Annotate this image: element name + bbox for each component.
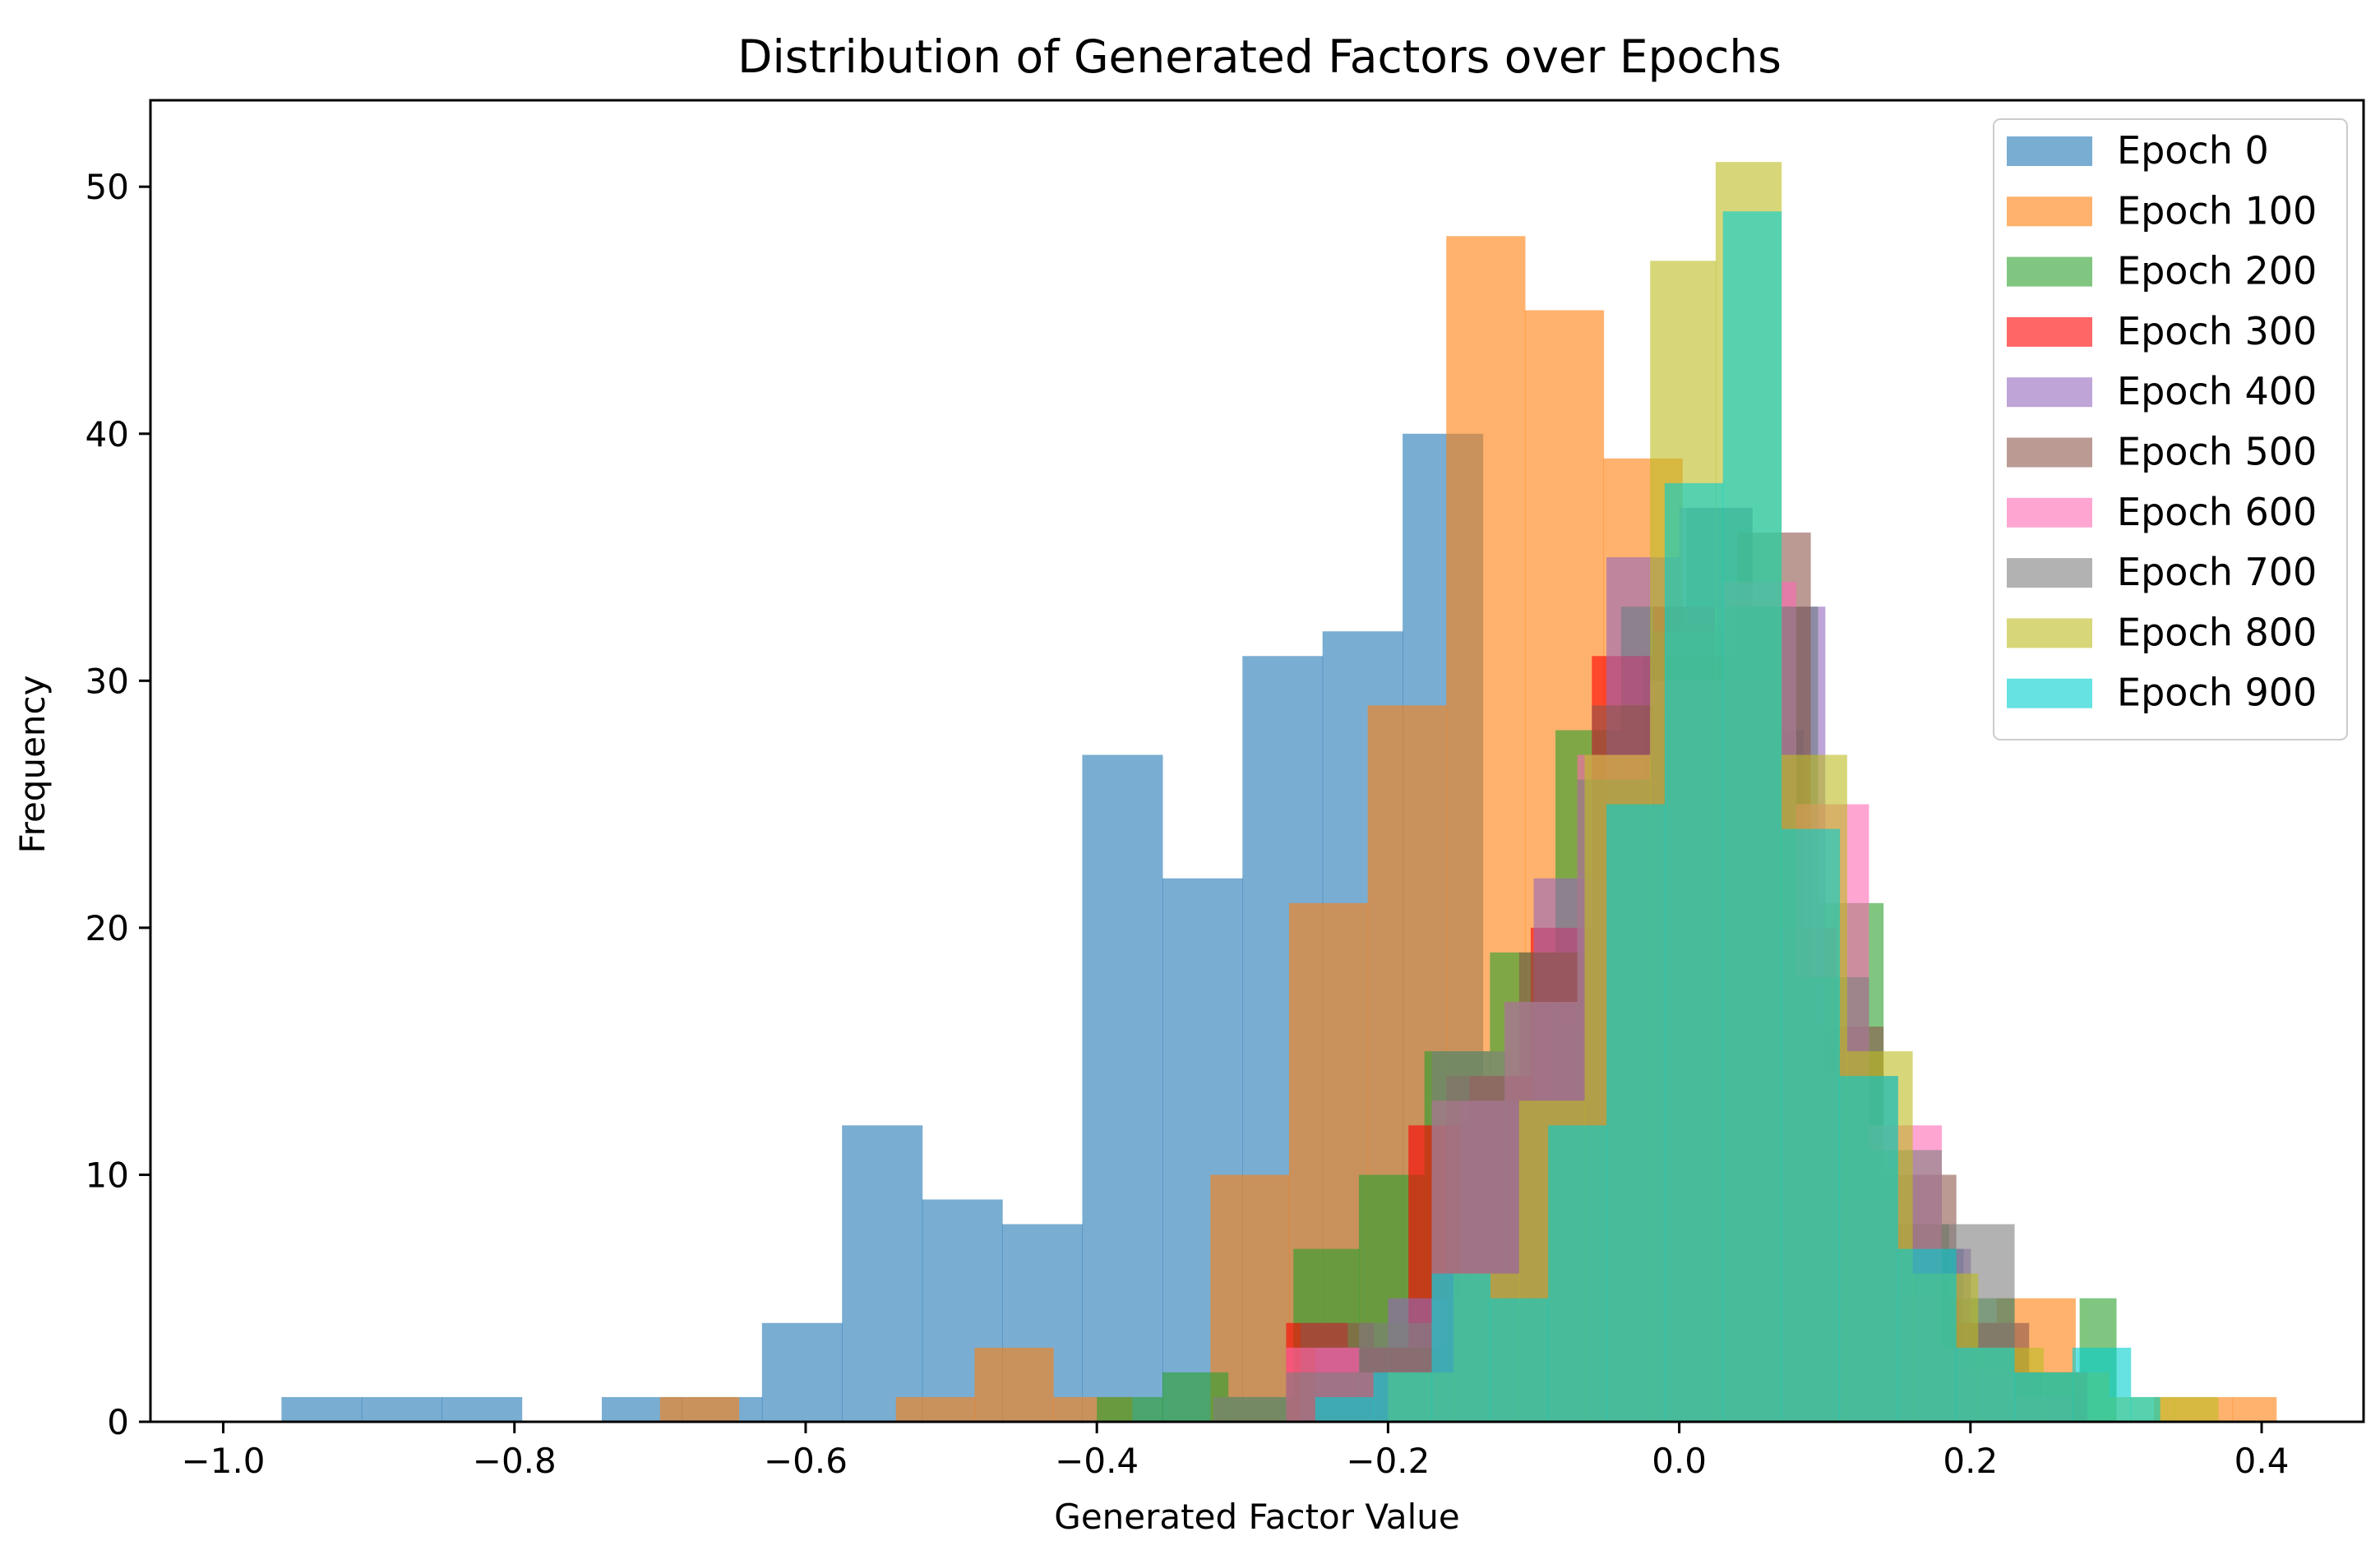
legend-swatch <box>2007 618 2092 648</box>
histogram-bar <box>441 1396 523 1422</box>
histogram-bar <box>2174 1396 2219 1422</box>
legend: Epoch 0 Epoch 100 Epoch 200 Epoch 300 Epoch … <box>1993 118 2348 740</box>
x-tick-label: −0.2 <box>1346 1441 1430 1481</box>
legend-item: Epoch 600 <box>2007 490 2317 534</box>
legend-swatch <box>2007 136 2092 166</box>
y-tick-label: 20 <box>85 908 129 948</box>
histogram-bar <box>1664 482 1724 1422</box>
histogram-bar <box>659 1396 740 1422</box>
histogram-bar <box>1490 1298 1549 1422</box>
histogram-bar <box>842 1125 923 1422</box>
x-tick-label: −0.4 <box>1055 1441 1139 1481</box>
legend-label: Epoch 500 <box>2117 430 2317 474</box>
legend-swatch <box>2007 256 2092 287</box>
histogram-bar <box>1213 1396 1287 1422</box>
x-tick-label: 0.4 <box>2234 1441 2290 1481</box>
legend-swatch <box>2007 377 2092 408</box>
legend-label: Epoch 700 <box>2117 550 2317 594</box>
series-epoch-900 <box>1315 211 2160 1422</box>
x-axis-label: Generated Factor Value <box>1054 1497 1459 1537</box>
x-tick-label: −0.6 <box>764 1441 848 1481</box>
legend-label: Epoch 900 <box>2117 671 2317 715</box>
legend-swatch <box>2007 316 2092 347</box>
legend-label: Epoch 300 <box>2117 309 2317 353</box>
histogram-bar <box>1606 804 1666 1422</box>
histogram-bar <box>974 1347 1054 1422</box>
histogram-bar <box>1315 1396 1375 1422</box>
legend-swatch <box>2007 558 2092 588</box>
histogram-bar <box>1722 211 1782 1422</box>
histogram-bar <box>361 1396 442 1422</box>
y-tick-label: 10 <box>85 1155 129 1195</box>
chart-title: Distribution of Generated Factors over E… <box>737 30 1782 83</box>
legend-swatch <box>2007 196 2092 227</box>
legend-swatch <box>2007 437 2092 468</box>
x-tick-label: −0.8 <box>473 1441 557 1481</box>
x-axis-ticks: −1.0 −0.8 −0.6 −0.4 −0.2 0.0 0.2 0.4 <box>182 1422 2290 1481</box>
y-tick-label: 40 <box>85 414 129 454</box>
legend-item: Epoch 0 <box>2007 128 2269 173</box>
legend-item: Epoch 500 <box>2007 430 2317 474</box>
histogram-bar <box>2013 1372 2073 1422</box>
plot-frame <box>149 99 2365 1423</box>
y-axis-label: Frequency <box>12 676 53 854</box>
histogram-bar <box>1897 1248 1957 1422</box>
legend-item: Epoch 100 <box>2007 188 2317 233</box>
histogram-bars <box>281 162 2277 1423</box>
histogram-bar <box>1373 1372 1433 1422</box>
histogram-bar <box>1956 1347 2015 1422</box>
legend-item: Epoch 800 <box>2007 610 2317 654</box>
legend-label: Epoch 100 <box>2117 188 2317 233</box>
legend-swatch <box>2007 497 2092 528</box>
legend-item: Epoch 300 <box>2007 309 2317 353</box>
y-tick-label: 0 <box>107 1402 129 1442</box>
histogram-bar <box>1082 754 1163 1422</box>
x-tick-label: 0.0 <box>1652 1441 1707 1481</box>
legend-label: Epoch 600 <box>2117 490 2317 534</box>
histogram-bar <box>761 1322 843 1422</box>
legend-item: Epoch 200 <box>2007 249 2317 293</box>
legend-label: Epoch 800 <box>2117 610 2317 654</box>
y-axis-ticks: 0 10 20 30 40 50 <box>85 167 150 1442</box>
histogram-bar <box>2232 1396 2277 1422</box>
y-tick-label: 30 <box>85 661 129 701</box>
histogram-bar <box>2072 1347 2132 1422</box>
x-tick-label: 0.2 <box>1943 1441 1998 1481</box>
x-tick-label: −1.0 <box>182 1441 266 1481</box>
legend-label: Epoch 200 <box>2117 249 2317 293</box>
legend-item: Epoch 900 <box>2007 671 2317 715</box>
legend-label: Epoch 0 <box>2117 128 2269 173</box>
legend-label: Epoch 400 <box>2117 369 2317 413</box>
legend-item: Epoch 400 <box>2007 369 2317 413</box>
legend-item: Epoch 700 <box>2007 550 2317 594</box>
histogram-bar <box>1097 1396 1163 1422</box>
histogram-bar <box>281 1396 363 1422</box>
histogram-bar <box>1431 1273 1490 1422</box>
histogram-bar <box>1839 1076 1898 1422</box>
y-tick-label: 50 <box>85 167 129 207</box>
histogram-bar <box>1548 1125 1607 1422</box>
histogram-bar <box>895 1396 976 1422</box>
legend-swatch <box>2007 678 2092 708</box>
histogram-bar <box>1781 828 1841 1422</box>
histogram-bar <box>2130 1396 2160 1422</box>
